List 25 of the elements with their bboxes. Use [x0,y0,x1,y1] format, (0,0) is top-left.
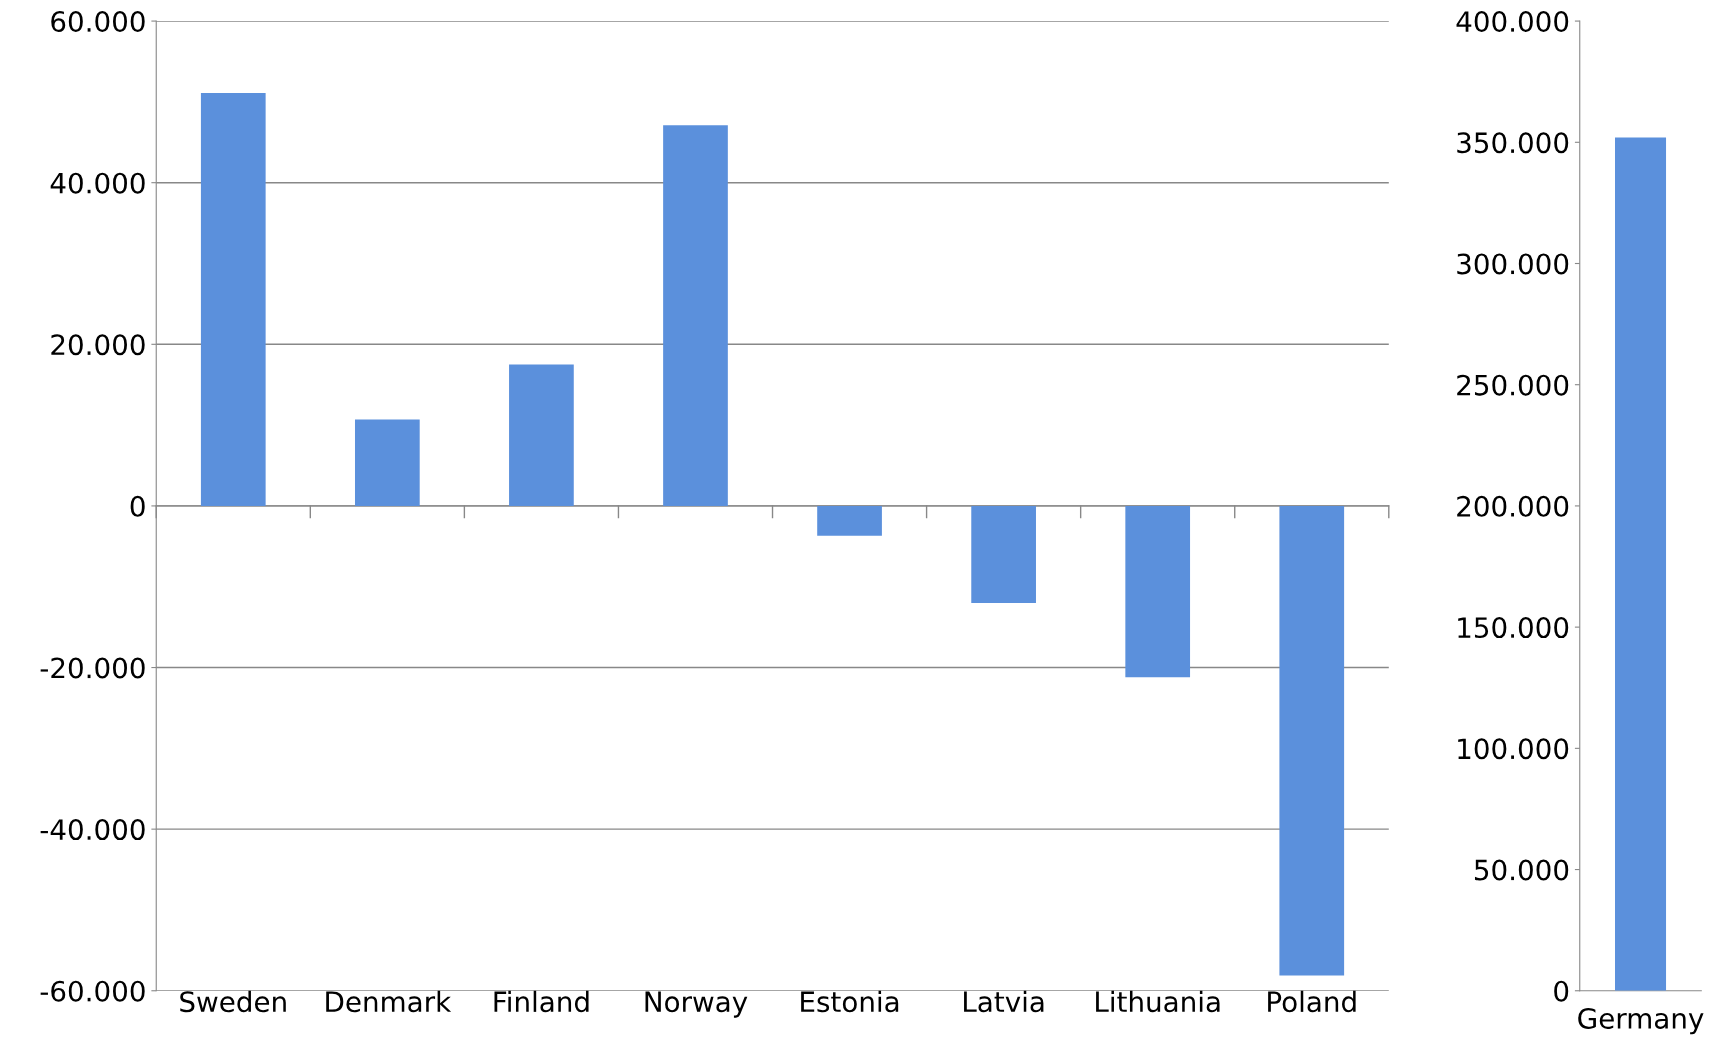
y-tick-label: 50.000 [1474,859,1569,881]
x-tick-label: Sweden [180,990,286,1013]
y-tick-label: -60.000 [40,980,145,1002]
y-tick-label: 40.000 [50,172,145,194]
y-tick-label: 150.000 [1458,617,1569,639]
y-tick-label: 350.000 [1457,132,1569,154]
x-tick-label: Germany [1578,1007,1704,1035]
y-tick-label: 20.000 [51,334,145,356]
x-tick-label: Estonia [801,990,899,1013]
y-tick-label: 0 [130,495,145,517]
y-tick-label: 300.000 [1457,253,1569,275]
x-tick-label: Finland [494,990,589,1013]
x-tick-label: Denmark [326,990,452,1013]
x-tick-label: Poland [1268,990,1356,1013]
y-tick-label: 250.000 [1457,374,1569,396]
x-tick-label: Latvia [964,990,1044,1013]
x-tick-label: Lithuania [1096,990,1220,1013]
y-tick-label: 200.000 [1457,495,1569,517]
x-tick-label: Norway [645,991,748,1018]
y-tick-label: 400.000 [1456,11,1569,33]
y-tick-label: 60.000 [51,11,145,33]
y-tick-label: -40.000 [40,819,145,841]
y-tick-label: -20.000 [40,657,145,679]
y-tick-label: 100.000 [1458,738,1569,760]
y-tick-label: 0 [1554,980,1569,1002]
